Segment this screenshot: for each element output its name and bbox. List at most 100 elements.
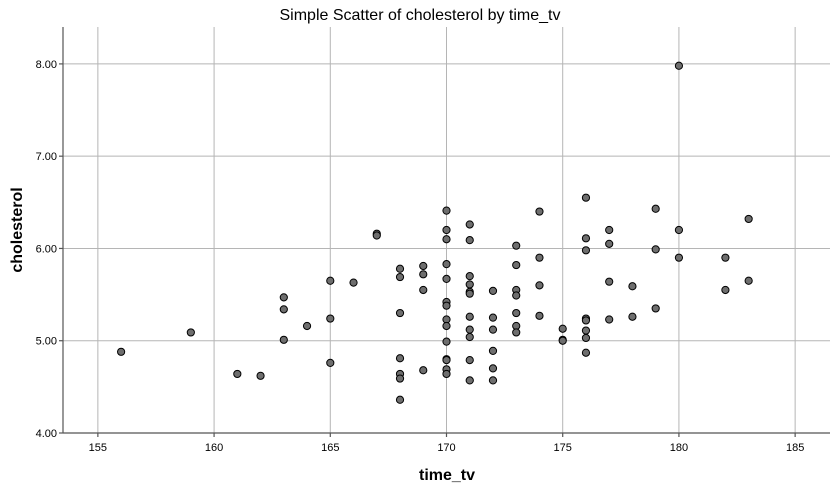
scatter-point bbox=[721, 285, 730, 295]
x-tick-label: 185 bbox=[786, 442, 804, 454]
x-tick-label: 155 bbox=[89, 442, 107, 454]
scatter-point bbox=[512, 308, 521, 318]
data-points bbox=[117, 61, 753, 404]
scatter-point bbox=[605, 315, 614, 324]
y-axis-title: cholesterol bbox=[9, 187, 26, 272]
scatter-point bbox=[674, 61, 684, 70]
scatter-point bbox=[674, 225, 684, 235]
scatter-point bbox=[512, 241, 521, 250]
scatter-point bbox=[326, 358, 335, 367]
x-tick-label: 180 bbox=[670, 442, 688, 454]
scatter-point bbox=[605, 239, 614, 248]
scatter-point bbox=[488, 376, 498, 385]
scatter-point bbox=[651, 204, 660, 213]
scatter-point bbox=[581, 348, 591, 357]
scatter-point bbox=[395, 374, 405, 383]
scatter-point bbox=[442, 274, 451, 284]
y-tick-label: 6.00 bbox=[36, 243, 57, 255]
scatter-point bbox=[628, 282, 637, 291]
scatter-point bbox=[581, 246, 591, 255]
scatter-point bbox=[651, 304, 660, 313]
scatter-point bbox=[488, 346, 498, 355]
scatter-point bbox=[465, 272, 474, 281]
scatter-point bbox=[674, 253, 684, 262]
scatter-point bbox=[465, 236, 474, 245]
scatter-point bbox=[535, 253, 544, 262]
scatter-point bbox=[744, 276, 753, 285]
x-tick-label: 170 bbox=[437, 442, 455, 454]
scatter-point bbox=[465, 289, 474, 298]
y-tick-label: 7.00 bbox=[36, 151, 57, 163]
scatter-point bbox=[117, 347, 126, 356]
scatter-point bbox=[605, 277, 614, 286]
scatter-point bbox=[628, 312, 637, 321]
y-tick-label: 5.00 bbox=[36, 336, 57, 348]
scatter-point bbox=[651, 245, 660, 254]
scatter-point bbox=[442, 260, 451, 269]
scatter-point bbox=[395, 308, 405, 318]
scatter-point bbox=[581, 333, 591, 343]
scatter-point bbox=[442, 337, 451, 346]
y-tick-label: 8.00 bbox=[36, 59, 57, 71]
scatter-point bbox=[512, 291, 521, 300]
scatter-point bbox=[558, 336, 567, 345]
scatter-point bbox=[442, 301, 451, 310]
axes bbox=[59, 27, 830, 437]
scatter-point bbox=[442, 225, 451, 235]
scatter-point bbox=[488, 313, 498, 322]
chart-title: Simple Scatter of cholesterol by time_tv bbox=[279, 7, 560, 24]
scatter-point bbox=[581, 193, 591, 202]
scatter-point bbox=[605, 225, 614, 235]
scatter-point bbox=[442, 235, 451, 244]
scatter-point bbox=[419, 366, 428, 375]
scatter-point bbox=[465, 376, 474, 385]
scatter-point bbox=[395, 395, 405, 404]
scatter-point bbox=[535, 207, 544, 216]
scatter-point bbox=[512, 328, 521, 337]
scatter-point bbox=[465, 220, 474, 229]
scatter-point bbox=[442, 369, 451, 379]
scatter-point bbox=[535, 281, 544, 290]
y-tick-label: 4.00 bbox=[36, 428, 57, 440]
scatter-point bbox=[535, 311, 544, 320]
scatter-point bbox=[326, 314, 335, 323]
scatter-point bbox=[256, 371, 265, 380]
scatter-point bbox=[512, 260, 521, 270]
x-tick-label: 160 bbox=[205, 442, 223, 454]
scatter-point bbox=[581, 316, 591, 325]
scatter-point bbox=[442, 206, 451, 215]
scatter-point bbox=[488, 364, 498, 373]
scatter-point bbox=[372, 231, 381, 240]
scatter-point bbox=[465, 356, 474, 365]
scatter-point bbox=[465, 332, 474, 342]
scatter-point bbox=[465, 280, 474, 289]
x-tick-label: 165 bbox=[321, 442, 339, 454]
x-tick-label: 175 bbox=[554, 442, 572, 454]
scatter-point bbox=[744, 214, 753, 224]
scatter-point bbox=[581, 326, 591, 335]
scatter-point bbox=[279, 335, 288, 344]
scatter-point bbox=[395, 264, 405, 273]
scatter-point bbox=[465, 312, 474, 321]
scatter-point bbox=[326, 276, 335, 285]
scatter-point bbox=[488, 286, 498, 295]
tick-labels: 155 160 165 170 175 180 185 4.00 5.00 6.00 7.00 8.0… bbox=[36, 59, 805, 454]
scatter-point bbox=[186, 328, 195, 337]
scatter-point bbox=[395, 272, 405, 282]
scatter-point bbox=[233, 369, 242, 379]
scatter-point bbox=[419, 261, 428, 271]
scatter-point bbox=[419, 270, 428, 279]
scatter-point bbox=[488, 325, 498, 334]
scatter-point bbox=[721, 253, 730, 262]
scatter-point bbox=[442, 321, 451, 331]
scatter-point bbox=[465, 325, 474, 334]
scatter-point bbox=[419, 285, 428, 295]
scatter-point bbox=[395, 354, 405, 363]
x-axis-title: time_tv bbox=[419, 467, 475, 484]
scatter-point bbox=[442, 356, 451, 365]
scatter-point bbox=[279, 305, 288, 314]
scatter-point bbox=[558, 324, 567, 333]
scatter-point bbox=[279, 293, 288, 302]
scatter-point bbox=[349, 278, 358, 287]
